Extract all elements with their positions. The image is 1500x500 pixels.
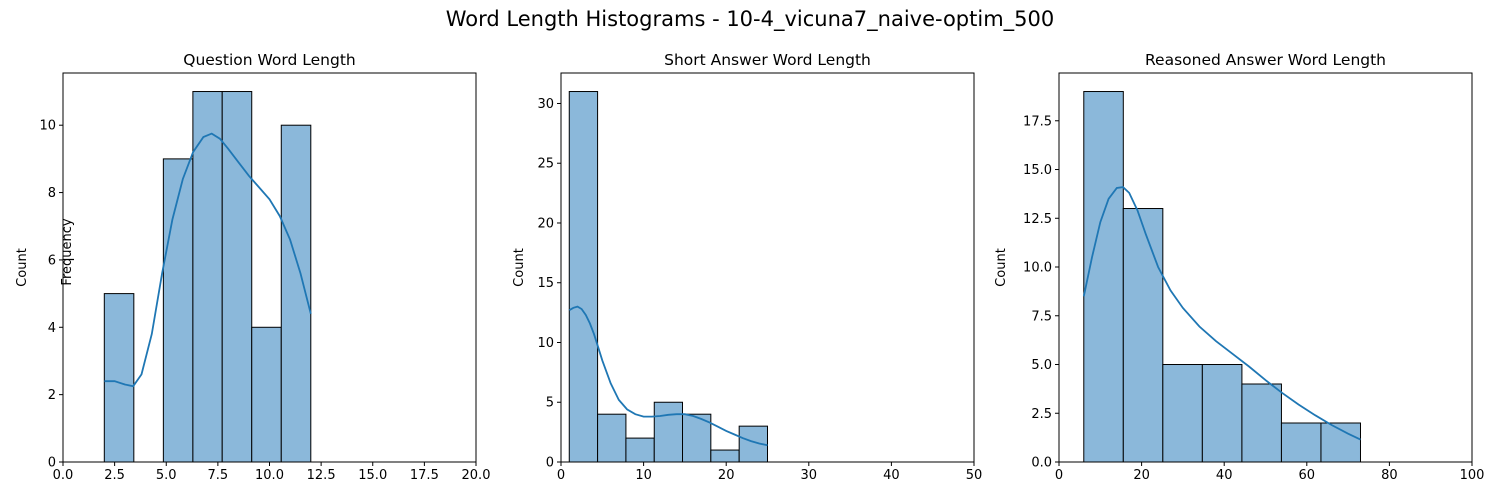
x-tick-label: 100: [1460, 468, 1485, 483]
histogram-bar: [251, 326, 282, 463]
x-tick-label: 0: [557, 468, 565, 483]
x-tick-label: 5.0: [156, 468, 177, 483]
y-tick-label: 7.5: [1031, 309, 1052, 324]
y-tick-label: 2: [48, 388, 56, 403]
x-tick-label: 20: [1133, 468, 1150, 483]
histogram-bar: [597, 413, 627, 463]
panel-3: 0 20 40 60 80 100 0.0 2.5 5.0 7.5 10.0 12.5 15.0 17.5…: [994, 51, 1484, 483]
x-tick-label: 20: [718, 468, 735, 483]
y-tick-label: 10.0: [1023, 261, 1052, 276]
subplot-title: Reasoned Answer Word Length: [1145, 51, 1386, 69]
y-axis-label: Count: [512, 248, 527, 287]
x-tick-label: 20.0: [462, 468, 491, 483]
x-tick-label: 12.5: [307, 468, 336, 483]
x-tick-label: 10.0: [255, 468, 284, 483]
x-tick-label: 40: [1216, 468, 1233, 483]
y-tick-label: 12.5: [1023, 212, 1052, 227]
y-tick-label: 30: [537, 97, 554, 112]
histogram-bar: [682, 413, 712, 463]
y-tick-label: 8: [48, 186, 56, 201]
y-tick-label: 6: [48, 253, 56, 268]
y-tick-label: 15.0: [1023, 163, 1052, 178]
y-tick-label: 0: [48, 456, 56, 471]
y-tick-label: 4: [48, 321, 56, 336]
y-tick-label: 2.5: [1031, 407, 1052, 422]
histogram-bar: [103, 293, 135, 463]
x-tick-label: 15.0: [358, 468, 387, 483]
y-tick-label: 17.5: [1023, 114, 1052, 129]
y-tick-label: 10: [537, 336, 554, 351]
histogram-bar: [1122, 208, 1164, 463]
y-tick-label: 5.0: [1031, 358, 1052, 373]
figure-title: Word Length Histograms - 10-4_vicuna7_na…: [446, 7, 1055, 32]
y-tick-label: 5: [546, 396, 554, 411]
x-tick-label: 0.0: [53, 468, 74, 483]
subplot-title: Question Word Length: [183, 51, 355, 69]
histogram-bar: [1241, 383, 1282, 463]
x-tick-label: 17.5: [410, 468, 439, 483]
y-tick-label: 0: [546, 456, 554, 471]
kde-curve: [104, 132, 312, 388]
x-tick-label: 7.5: [208, 468, 229, 483]
histogram-bar: [1280, 422, 1322, 463]
y-axis-label: Count: [15, 248, 30, 287]
histogram-bar: [710, 449, 740, 463]
kde-curve: [568, 305, 768, 447]
histogram-bar: [568, 91, 599, 463]
panels: 0.0 2.5 5.0 7.5 10.0 12.5 15.0 17.5 20.0 0 2 4 6 8 10 Q…: [15, 51, 1484, 483]
frequency-label: Frequency: [60, 218, 75, 285]
subplot-title: Short Answer Word Length: [664, 51, 871, 69]
histogram-bar: [1162, 364, 1203, 463]
histogram-bar: [192, 91, 223, 463]
histogram-bar: [625, 437, 655, 463]
histogram-bar: [162, 158, 194, 463]
x-tick-label: 2.5: [104, 468, 125, 483]
x-tick-label: 50: [966, 468, 983, 483]
y-tick-label: 20: [537, 216, 554, 231]
axes-frame: [560, 72, 975, 463]
x-tick-label: 10: [635, 468, 652, 483]
histogram-bar: [653, 401, 684, 463]
y-tick-label: 10: [39, 119, 56, 134]
panel-2: 0 10 20 30 40 50 0 5 10 15 20 25 30 Short Answer Word…: [512, 51, 982, 483]
histogram-bar: [221, 91, 253, 463]
kde-curve: [1082, 186, 1361, 441]
x-tick-label: 30: [801, 468, 818, 483]
y-tick-label: 15: [537, 276, 554, 291]
x-tick-label: 60: [1299, 468, 1316, 483]
y-tick-label: 25: [537, 157, 554, 172]
y-tick-label: 0.0: [1031, 456, 1052, 471]
histogram-bar: [1083, 91, 1124, 463]
x-tick-label: 80: [1381, 468, 1398, 483]
histogram-bar: [1201, 364, 1243, 463]
y-axis-label: Count: [994, 248, 1009, 287]
panel-1: 0.0 2.5 5.0 7.5 10.0 12.5 15.0 17.5 20.0 0 2 4 6 8 10 Q…: [15, 51, 490, 483]
x-tick-label: 40: [883, 468, 900, 483]
x-tick-label: 0: [1055, 468, 1063, 483]
